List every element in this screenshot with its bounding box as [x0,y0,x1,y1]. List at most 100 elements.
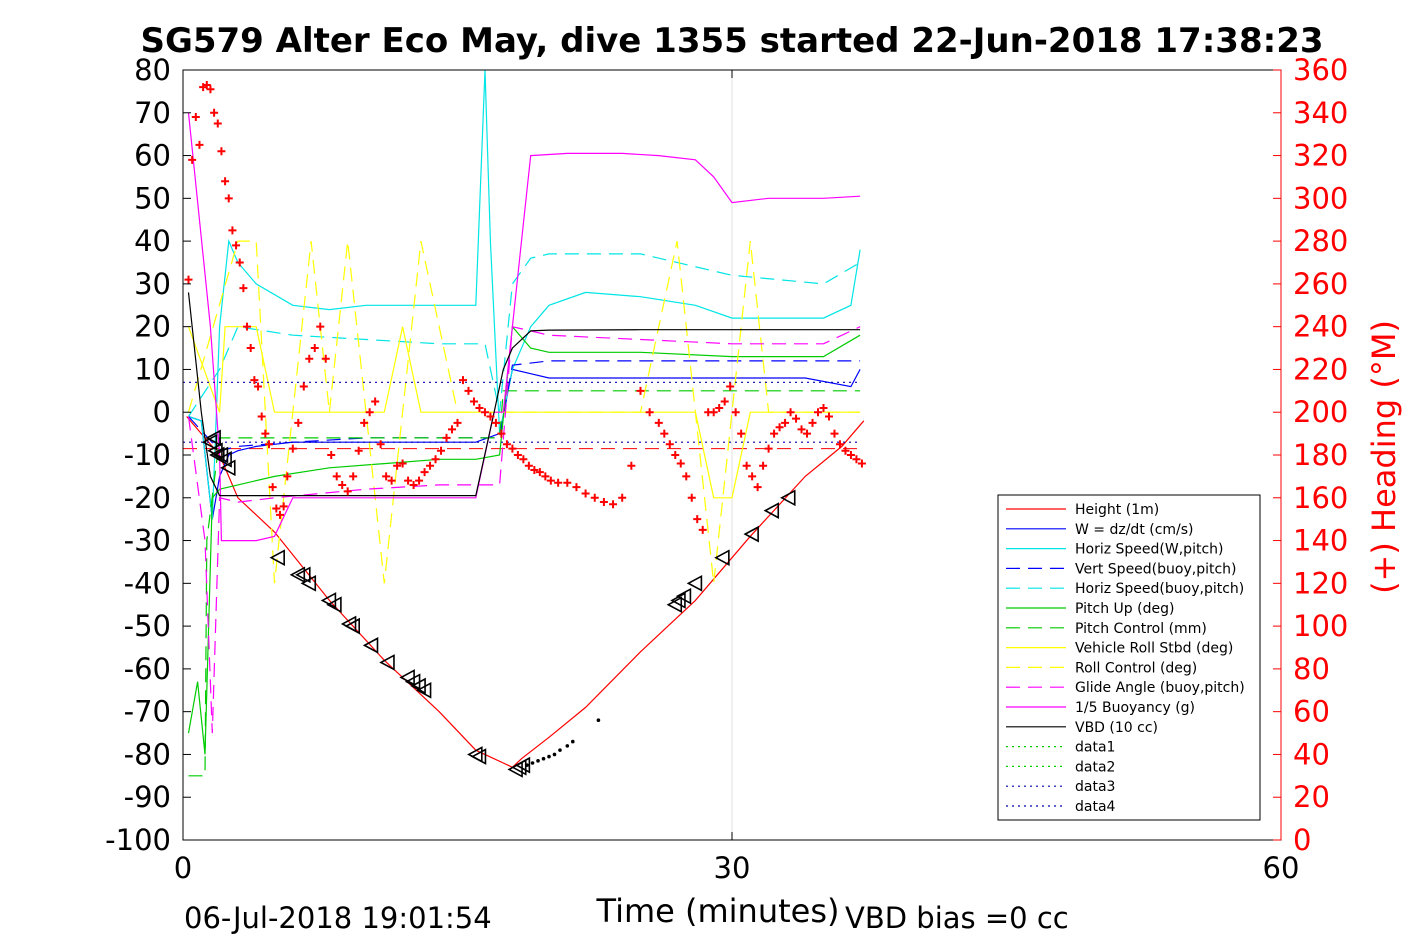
legend-label: 1/5 Buoyancy (g) [1075,700,1195,716]
heading-point [720,397,729,406]
heading-point [636,386,645,395]
gps-triangle-marker [289,566,306,584]
gps-triangle-marker [415,681,432,699]
heading-point [261,429,270,438]
heading-point [475,403,484,412]
gps-triangle-marker [220,459,236,477]
left-tick-label: 0 [153,395,171,429]
depth-dot-marker [596,718,601,723]
legend-label: data1 [1075,740,1115,756]
series-line-10 [187,112,861,542]
heading-point [764,444,773,453]
heading-point [654,418,663,427]
gps-triangle-marker [714,549,730,567]
heading-point [268,483,277,492]
heading-point [206,85,215,94]
heading-point [726,382,735,391]
heading-point [338,480,347,489]
gps-triangle-marker [686,574,703,592]
heading-point [294,418,303,427]
heading-point [535,468,544,477]
heading-point [748,472,757,481]
heading-point [857,459,866,468]
heading-point [235,258,244,267]
heading-point [682,472,691,481]
heading-point [243,322,252,331]
heading-point [239,284,248,293]
axes: 0 30 6080706050403020100-10-20-30-40-50-60… [105,53,1348,885]
heading-point [841,446,850,455]
right-tick-label: 240 [1293,310,1348,344]
heading-point [283,472,292,481]
footer-timestamp: 06-Jul-2018 19:01:54 [184,901,492,935]
heading-point [687,493,696,502]
heading-point [415,476,424,485]
heading-point [530,465,539,474]
heading-point [398,459,407,468]
heading-point [469,397,478,406]
series-line-11 [187,292,861,497]
heading-point [698,525,707,534]
gps-triangle-marker [216,450,232,468]
heading-point [316,322,325,331]
heading-point [393,461,402,470]
depth-dot-marker [570,739,575,744]
heading-point [288,444,297,453]
series-line-3 [188,360,861,452]
heading-point [731,408,740,417]
x-tick-label: 60 [1263,851,1300,885]
heading-point [371,397,380,406]
right-tick-label: 280 [1293,224,1348,258]
footer-vbd-bias: VBD bias =0 cc [845,901,1069,935]
depth-dot-marker [525,763,529,767]
gps-triangle-marker [514,756,531,774]
heading-point [572,483,581,492]
right-tick-label: 0 [1293,823,1311,857]
heading-point [360,418,369,427]
heading-point [715,403,724,412]
heading-point [480,408,489,417]
heading-point [376,440,385,449]
gps-triangle-marker [470,748,487,765]
heading-point [382,472,391,481]
depth-dot-marker [547,754,551,759]
heading-point [343,487,352,496]
heading-point [327,451,336,459]
heading-point [676,459,685,468]
heading-point [830,429,839,438]
heading-point [792,414,801,423]
right-tick-label: 180 [1293,438,1348,472]
gps-triangle-marker [209,446,225,464]
heading-point [671,451,680,459]
heading-point [846,451,855,459]
right-tick-label: 220 [1293,352,1348,386]
left-tick-label: 70 [134,96,171,130]
heading-point [354,446,363,455]
heading-point [645,408,654,417]
heading-point [819,403,828,412]
heading-point [458,376,467,385]
gps-triangle-marker [326,596,342,614]
chart-title: SG579 Alter Eco May, dive 1355 started 2… [140,21,1323,61]
heading-point [786,408,795,417]
heading-point [228,226,237,235]
left-tick-label: 60 [134,139,171,173]
right-tick-label: 40 [1293,737,1330,771]
heading-point [279,502,288,511]
heading-point [305,354,314,363]
legend-label: Height (1m) [1075,502,1159,518]
heading-point [332,472,341,481]
right-tick-label: 120 [1293,566,1348,600]
heading-point [737,429,746,438]
heading-point [546,476,555,485]
left-tick-label: 40 [134,224,171,258]
heading-point [299,382,308,391]
heading-point [409,480,418,489]
right-tick-label: 340 [1293,96,1348,130]
heading-point [232,241,241,250]
right-tick-label: 200 [1293,395,1348,429]
heading-point [265,440,274,449]
legend-label: data2 [1075,759,1115,775]
heading-point [453,418,462,427]
